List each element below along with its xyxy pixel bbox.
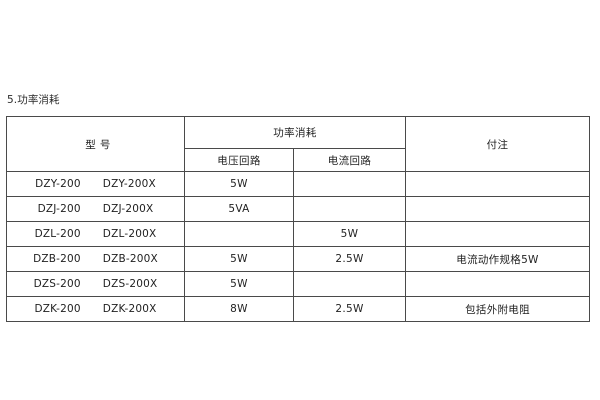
- cell-current-circuit: 5W: [292, 221, 407, 247]
- model-primary: DZJ-200: [37, 203, 81, 215]
- cell-model: DZJ-200 DZJ-200X: [6, 196, 185, 222]
- cell-voltage-circuit: 5W: [184, 246, 294, 272]
- cell-voltage-circuit: 8W: [184, 296, 294, 322]
- cell-current-circuit: [292, 271, 407, 297]
- table-row: DZK-200 DZK-200X 8W 2.5W 包括外附电阻: [6, 296, 591, 322]
- cell-note: 包括外附电阻: [405, 296, 591, 322]
- cell-note: [405, 221, 591, 247]
- model-variant: DZS-200X: [102, 278, 158, 290]
- power-consumption-table-wrapper: 型 号 功率消耗 付注 电压回路 电流回路: [6, 116, 591, 322]
- cell-note: 电流动作规格5W: [405, 246, 591, 272]
- header-voltage-circuit-label: 电压回路: [217, 154, 261, 167]
- section-title: 5.功率消耗: [7, 94, 60, 106]
- cell-current-circuit: 2.5W: [292, 296, 407, 322]
- cell-voltage-circuit: 5VA: [184, 196, 294, 222]
- cell-voltage-circuit: [184, 221, 294, 247]
- model-variant: DZJ-200X: [102, 203, 154, 215]
- header-model-label: 型 号: [85, 138, 111, 151]
- power-consumption-table: 型 号 功率消耗 付注 电压回路 电流回路: [6, 116, 591, 322]
- cell-current-circuit: [292, 196, 407, 222]
- cell-current-circuit: 2.5W: [292, 246, 407, 272]
- model-primary: DZL-200: [34, 228, 81, 240]
- table-row: DZS-200 DZS-200X 5W: [6, 271, 591, 297]
- cell-model: DZL-200 DZL-200X: [6, 221, 185, 247]
- cell-current-circuit: [292, 171, 407, 197]
- model-primary: DZK-200: [34, 303, 81, 315]
- cell-voltage-circuit: 5W: [184, 171, 294, 197]
- cell-voltage-circuit: 5W: [184, 271, 294, 297]
- header-model: 型 号: [6, 116, 185, 172]
- header-current-circuit: 电流回路: [292, 148, 407, 172]
- table-row: DZY-200 DZY-200X 5W: [6, 171, 591, 197]
- table-row: DZL-200 DZL-200X 5W: [6, 221, 591, 247]
- model-variant: DZL-200X: [102, 228, 157, 240]
- model-variant: DZB-200X: [102, 253, 158, 265]
- model-variant: DZY-200X: [102, 178, 156, 190]
- table-header: 型 号 功率消耗 付注 电压回路 电流回路: [6, 116, 591, 172]
- header-row-primary: 型 号 功率消耗 付注: [6, 116, 591, 172]
- header-current-circuit-label: 电流回路: [327, 154, 372, 167]
- cell-note: [405, 196, 591, 222]
- cell-note: [405, 171, 591, 197]
- cell-model: DZB-200 DZB-200X: [6, 246, 185, 272]
- model-primary: DZS-200: [33, 278, 81, 290]
- cell-model: DZK-200 DZK-200X: [6, 296, 185, 322]
- model-primary: DZB-200: [33, 253, 81, 265]
- model-variant: DZK-200X: [102, 303, 157, 315]
- cell-note: [405, 271, 591, 297]
- cell-model: DZY-200 DZY-200X: [6, 171, 185, 197]
- table-row: DZJ-200 DZJ-200X 5VA: [6, 196, 591, 222]
- header-note: 付注: [405, 116, 591, 172]
- table-row: DZB-200 DZB-200X 5W 2.5W 电流动作规格5W: [6, 246, 591, 272]
- header-voltage-circuit: 电压回路: [184, 148, 294, 172]
- cell-model: DZS-200 DZS-200X: [6, 271, 185, 297]
- table-body: DZY-200 DZY-200X 5W DZJ-200 DZJ-200X: [6, 171, 591, 322]
- model-primary: DZY-200: [35, 178, 81, 190]
- header-note-label: 付注: [486, 138, 509, 151]
- header-power-consumption: 功率消耗: [183, 116, 407, 149]
- header-power-consumption-label: 功率消耗: [273, 127, 317, 139]
